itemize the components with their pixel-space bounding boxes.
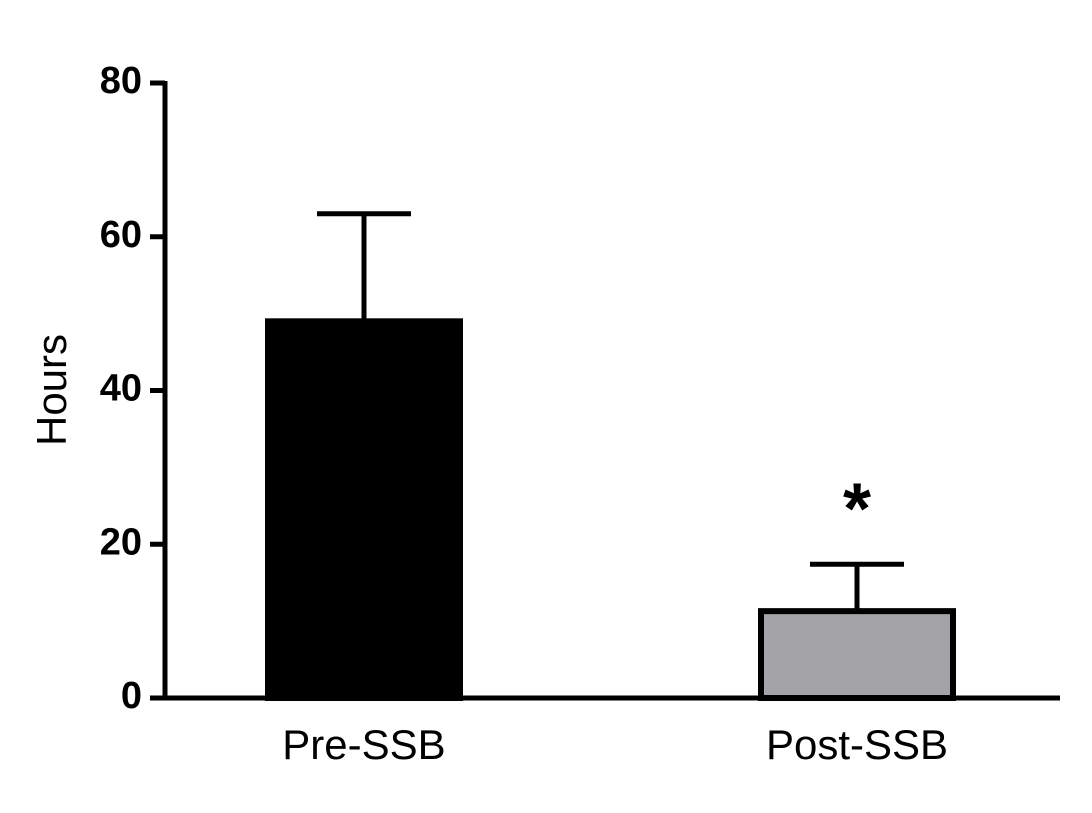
x-tick-label: Post-SSB [766,721,948,768]
bar [758,608,956,701]
y-tick-label: 0 [121,675,142,717]
y-tick-label: 20 [100,521,142,563]
y-tick-label: 80 [100,60,142,102]
y-tick-label: 60 [100,214,142,256]
significance-marker: * [843,469,871,549]
y-axis-label: Hours [28,334,75,446]
bar [265,318,463,701]
y-tick-label: 40 [100,368,142,410]
x-tick-label: Pre-SSB [282,721,445,768]
